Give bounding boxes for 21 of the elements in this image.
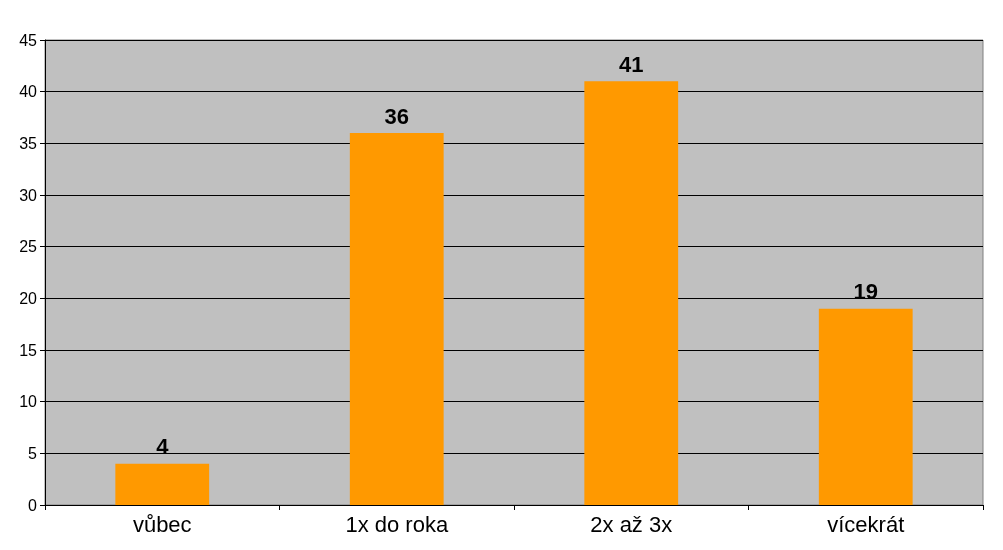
x-tick-label: 1x do roka [345,511,449,537]
bar [115,463,210,505]
bar [584,81,679,505]
x-tick-label: vůbec [132,511,192,537]
y-tick-label: 5 [28,444,38,462]
y-tick-label: 25 [19,238,38,256]
x-tick-label: vícekrát [827,511,905,537]
y-tick-label: 10 [19,393,38,411]
data-label: 4 [156,434,170,460]
bar [349,133,444,505]
y-tick-label: 40 [19,83,38,101]
x-tick-label: 2x až 3x [590,511,673,537]
data-label: 41 [619,51,644,77]
y-tick-label: 30 [19,186,38,204]
bar [818,308,913,505]
y-tick-label: 15 [19,341,38,359]
y-tick-label: 0 [28,496,38,514]
y-tick-label: 35 [19,134,38,152]
y-tick-label: 20 [19,289,38,307]
y-tick-label: 45 [19,31,38,49]
data-label: 36 [384,103,409,129]
